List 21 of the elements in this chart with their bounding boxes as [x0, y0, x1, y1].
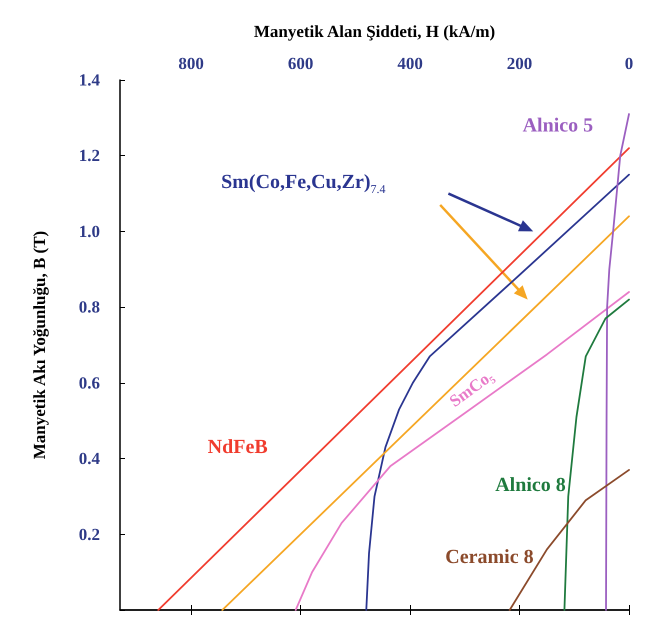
x-tick-label: 600: [288, 54, 314, 73]
series-label: Alnico 5: [522, 114, 594, 136]
y-tick-label: 0.8: [78, 298, 100, 317]
series-label: NdFeB: [208, 436, 268, 458]
y-tick-label: 0.2: [78, 524, 100, 544]
x-tick-label: 800: [178, 54, 204, 73]
x-tick-label: 200: [506, 54, 532, 73]
x-axis-title: Manyetik Alan Şiddeti, H (kA/m): [254, 22, 496, 41]
y-tick-label: 0.6: [78, 373, 100, 392]
line-series: [564, 298, 630, 611]
y-tick-label: 0.4: [78, 449, 100, 468]
x-tick-label: 400: [397, 54, 423, 73]
y-axis-title: Manyetik Akı Yoğunluğu, B (T): [30, 230, 49, 460]
y-tick-label: 1.2: [78, 146, 100, 166]
line-series: [294, 291, 630, 611]
series-label: Alnico 8: [495, 474, 566, 496]
line-series: [605, 113, 630, 611]
x-tick-label: 0: [624, 54, 634, 73]
series-label: Ceramic 8: [445, 546, 534, 568]
y-tick-label: 1.4: [78, 70, 100, 90]
y-tick-label: 1.0: [78, 222, 100, 241]
